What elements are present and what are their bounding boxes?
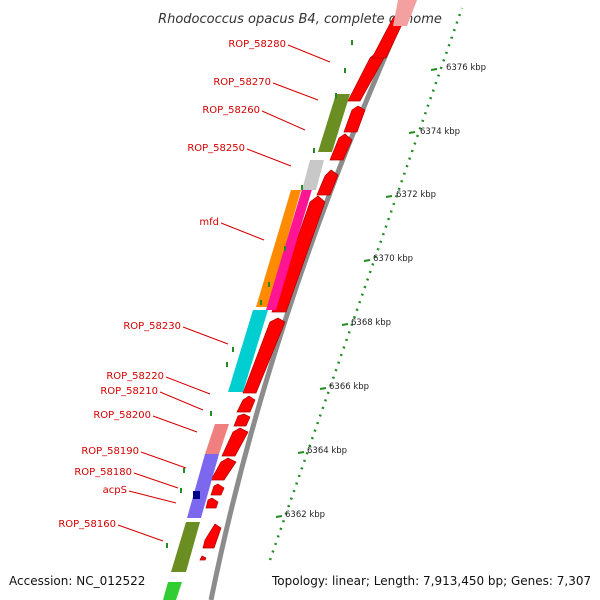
reverse-gene-track [163, 94, 350, 600]
gene-arrow [199, 555, 207, 561]
scale-tick [275, 515, 283, 518]
gene-labels: ROP_58280 ROP_58270 ROP_58260 ROP_58250 … [58, 39, 286, 530]
scale-tick [430, 68, 438, 71]
gene-arrow [210, 457, 237, 481]
gene-block [205, 424, 229, 454]
feature-tick [313, 148, 315, 153]
gene-label: ROP_58280 [228, 39, 286, 50]
feature-tick [210, 411, 212, 416]
scale-label: 6362 kbp [285, 510, 325, 520]
gene-label: ROP_58160 [58, 519, 116, 530]
leader-line [152, 415, 198, 433]
kbp-scale-labels: 6362 kbp 6364 kbp 6366 kbp 6368 kbp 6370… [285, 63, 486, 520]
scale-tick [363, 259, 371, 262]
feature-tick [180, 488, 182, 493]
scale-tick [408, 131, 416, 134]
scale-label: 6376 kbp [446, 63, 486, 73]
leader-line [261, 110, 306, 131]
leader-line [220, 222, 265, 241]
gene-label: ROP_58200 [93, 410, 151, 421]
gene-label: mfd [199, 217, 219, 228]
gene-label: ROP_58180 [74, 467, 132, 478]
scale-tick [341, 323, 349, 326]
kbp-scale-ruler [268, 7, 464, 561]
feature-tick [183, 468, 185, 473]
scale-tick [385, 195, 393, 198]
gene-label: ROP_58230 [123, 321, 181, 332]
feature-tick [166, 543, 168, 548]
gene-label: ROP_58270 [213, 77, 271, 88]
gene-arrow [271, 195, 326, 313]
gene-arrow [210, 483, 225, 496]
feature-tick [284, 246, 286, 251]
gene-block [302, 160, 324, 190]
gene-arrow [329, 133, 353, 161]
scale-tick [319, 387, 327, 390]
gene-label: ROP_58190 [81, 446, 139, 457]
label-leaders [117, 44, 331, 542]
scale-label: 6364 kbp [307, 446, 347, 456]
feature-tick [351, 40, 353, 45]
leader-line [140, 451, 187, 469]
leader-line [165, 376, 211, 395]
leader-line [272, 82, 319, 101]
gene-block [171, 522, 200, 572]
gene-arrow [236, 395, 256, 413]
gene-arrow [316, 169, 339, 196]
genome-title: Rhodococcus opacus B4, complete genome [158, 12, 442, 27]
gene-label: ROP_58260 [202, 105, 260, 116]
gene-label: ROP_58220 [106, 371, 164, 382]
gene-arrow [393, 0, 417, 26]
gene-arrow [233, 413, 251, 427]
topology-text: Topology: linear; Length: 7,913,450 bp; … [272, 574, 592, 588]
gene-label: ROP_58210 [100, 386, 158, 397]
gene-block [193, 491, 200, 499]
gene-arrow [221, 427, 249, 457]
feature-tick [232, 347, 234, 352]
genome-backbone [208, 0, 413, 600]
gene-arrow [202, 523, 222, 549]
accession-text: Accession: NC_012522 [9, 574, 146, 588]
leader-line [128, 490, 177, 504]
feature-tick [260, 300, 262, 305]
kbp-ticks [275, 68, 438, 518]
scale-label: 6366 kbp [329, 382, 369, 392]
leader-line [117, 524, 164, 542]
leader-line [159, 391, 204, 411]
gene-arrow [343, 105, 366, 133]
gene-label: acpS [103, 485, 127, 496]
leader-line [182, 326, 229, 345]
forward-gene-track [199, 0, 417, 561]
leader-line [287, 44, 331, 63]
feature-tick [301, 185, 303, 190]
gene-block [318, 94, 350, 152]
gene-arrow [242, 317, 286, 394]
feature-tick [268, 282, 270, 287]
gene-block [256, 190, 301, 307]
scale-label: 6370 kbp [373, 254, 413, 264]
scale-tick [297, 451, 305, 454]
gene-arrow [205, 497, 219, 509]
feature-ticks [166, 40, 353, 548]
feature-tick [344, 68, 346, 73]
scale-label: 6374 kbp [420, 127, 460, 137]
feature-tick [226, 362, 228, 367]
leader-line [133, 472, 179, 489]
gene-label: ROP_58250 [187, 143, 245, 154]
leader-line [246, 148, 292, 167]
scale-label: 6372 kbp [396, 190, 436, 200]
gene-block [187, 454, 219, 518]
gene-block [228, 310, 268, 392]
gene-block [266, 186, 313, 310]
feature-tick [335, 93, 337, 99]
scale-label: 6368 kbp [351, 318, 391, 328]
gene-block [163, 582, 182, 600]
